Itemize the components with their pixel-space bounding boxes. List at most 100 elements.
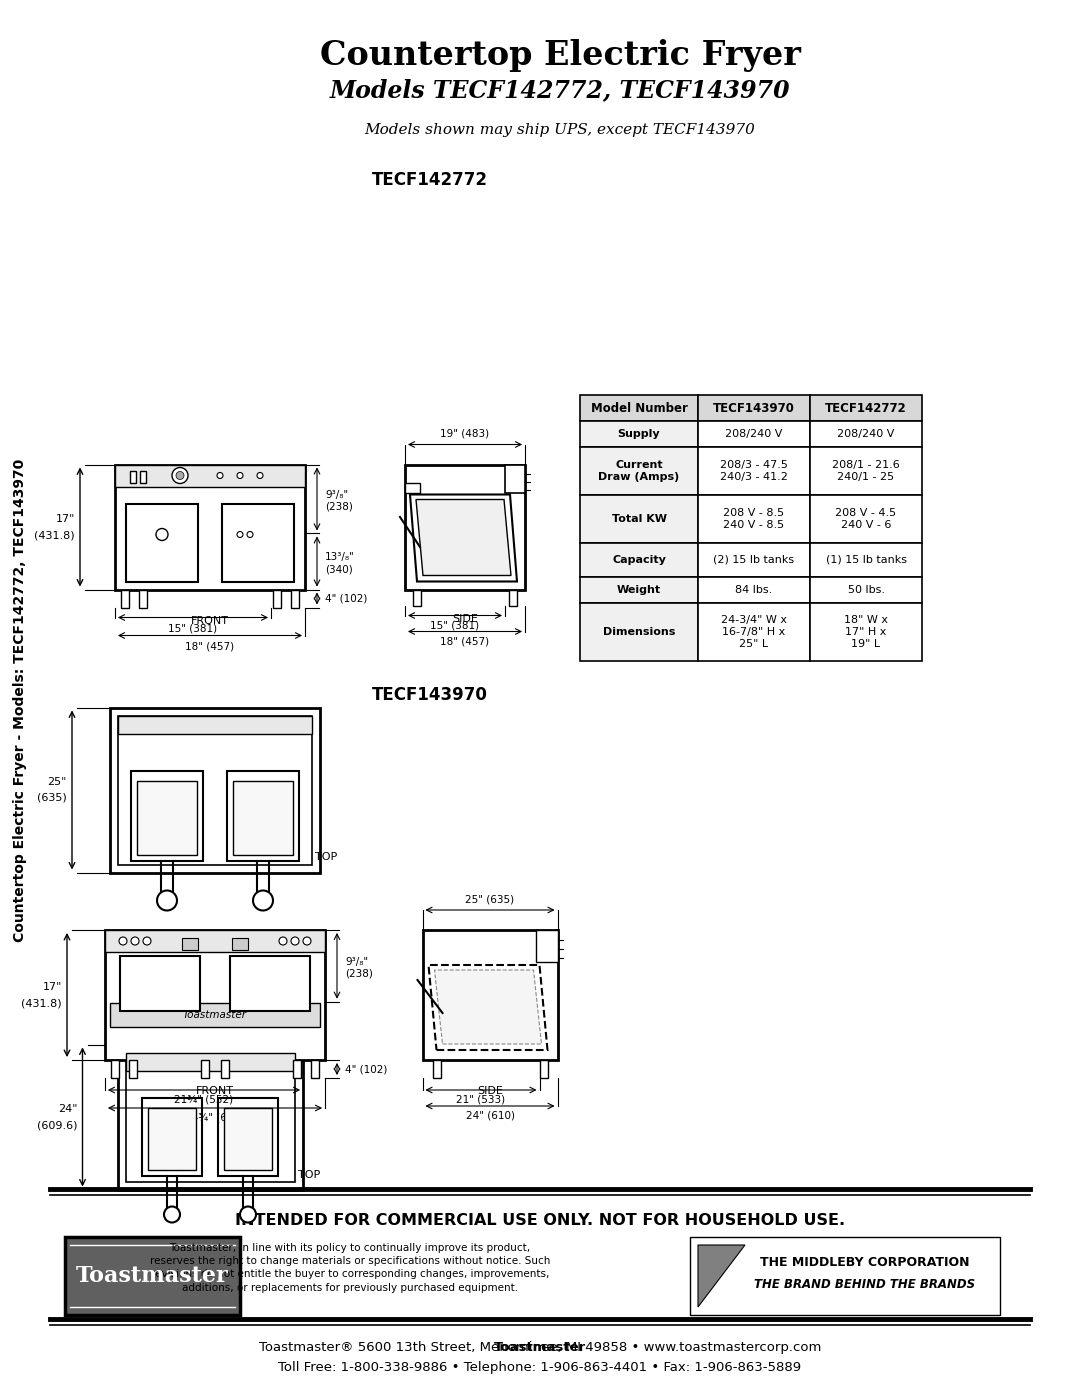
Bar [230, 956, 310, 1011]
Text: 19" (483): 19" (483) [441, 429, 489, 439]
Bar [114, 464, 305, 486]
Bar [810, 577, 922, 604]
Text: TOP: TOP [297, 1169, 320, 1179]
Text: THE MIDDLEBY CORPORATION: THE MIDDLEBY CORPORATION [760, 1256, 970, 1268]
Text: SIDE: SIDE [453, 613, 478, 623]
Text: 25" (635): 25" (635) [465, 894, 514, 904]
Text: Supply: Supply [618, 429, 660, 439]
Bar [110, 1003, 320, 1027]
Text: (238): (238) [325, 502, 353, 511]
Bar [413, 590, 421, 605]
Bar [432, 1060, 441, 1078]
Polygon shape [410, 495, 517, 581]
Bar [125, 1052, 295, 1070]
Text: 50 lbs.: 50 lbs. [848, 585, 885, 595]
Text: 208/240 V: 208/240 V [726, 429, 783, 439]
Text: 208/3 - 47.5
240/3 - 41.2: 208/3 - 47.5 240/3 - 41.2 [720, 460, 788, 482]
Bar [698, 543, 810, 577]
Circle shape [237, 472, 243, 479]
Bar [580, 495, 698, 543]
Text: (431.8): (431.8) [35, 529, 75, 541]
Text: Toastmaster, in line with its policy to continually improve its product,
reserve: Toastmaster, in line with its policy to … [150, 1243, 550, 1292]
Bar [224, 1108, 272, 1169]
Text: (2) 15 lb tanks: (2) 15 lb tanks [714, 555, 795, 564]
Bar [141, 1098, 202, 1175]
Text: Weight: Weight [617, 585, 661, 595]
Bar [405, 464, 525, 590]
Text: 9³/₈": 9³/₈" [345, 957, 368, 967]
Circle shape [156, 528, 168, 541]
Text: Toastmaster: Toastmaster [77, 1266, 229, 1287]
Text: Countertop Electric Fryer - Models: TECF142772, TECF143970: Countertop Electric Fryer - Models: TECF… [13, 458, 27, 942]
Text: 208/1 - 21.6
240/1 - 25: 208/1 - 21.6 240/1 - 25 [832, 460, 900, 482]
Circle shape [143, 937, 151, 944]
Text: 13³/₈": 13³/₈" [325, 552, 354, 563]
Text: 24-3/4" W x
16-7/8" H x
25" L: 24-3/4" W x 16-7/8" H x 25" L [721, 616, 787, 648]
Bar [110, 707, 320, 873]
Bar [129, 1060, 137, 1078]
Polygon shape [434, 970, 541, 1044]
Circle shape [157, 890, 177, 911]
Text: Dimensions: Dimensions [603, 627, 675, 637]
Bar [810, 395, 922, 420]
Bar [120, 956, 200, 1011]
Bar [698, 604, 810, 661]
Circle shape [279, 937, 287, 944]
Text: Toastmaster: Toastmaster [183, 1010, 247, 1020]
Circle shape [240, 1207, 256, 1222]
Bar [218, 1098, 278, 1175]
Text: 208/240 V: 208/240 V [837, 429, 894, 439]
Text: Toastmaster® 5600 13th Street, Menominee, MI 49858 • www.toastmastercorp.com: Toastmaster® 5600 13th Street, Menominee… [259, 1341, 821, 1354]
Circle shape [119, 937, 127, 944]
Text: 208 V - 4.5
240 V - 6: 208 V - 4.5 240 V - 6 [836, 509, 896, 529]
Circle shape [217, 472, 222, 479]
Bar [233, 781, 293, 855]
Bar [698, 495, 810, 543]
Circle shape [131, 937, 139, 944]
Text: 208 V - 8.5
240 V - 8.5: 208 V - 8.5 240 V - 8.5 [724, 509, 784, 529]
Bar [183, 937, 198, 950]
Text: TECF143970: TECF143970 [713, 401, 795, 415]
Bar [130, 471, 136, 482]
Circle shape [247, 531, 253, 538]
Text: Model Number: Model Number [591, 401, 688, 415]
Text: TECF142772: TECF142772 [372, 170, 488, 189]
Polygon shape [429, 965, 548, 1051]
Bar [232, 937, 248, 950]
Bar [690, 1236, 1000, 1315]
Text: (1) 15 lb tanks: (1) 15 lb tanks [825, 555, 906, 564]
Text: SIDE: SIDE [477, 1085, 503, 1097]
Text: (340): (340) [325, 564, 353, 574]
Text: 17": 17" [42, 982, 62, 992]
Bar [505, 464, 525, 493]
Bar [580, 420, 698, 447]
Bar [227, 771, 299, 861]
Bar [105, 930, 325, 1060]
Polygon shape [698, 1245, 745, 1308]
Bar [201, 1060, 210, 1078]
Text: 24¾" (629): 24¾" (629) [186, 1113, 244, 1123]
Bar [118, 715, 312, 865]
Text: TOP: TOP [315, 852, 337, 862]
Text: FRONT: FRONT [191, 616, 229, 626]
Text: 18" W x
17" H x
19" L: 18" W x 17" H x 19" L [843, 616, 888, 648]
Circle shape [253, 890, 273, 911]
Bar [580, 604, 698, 661]
Bar [111, 1060, 119, 1078]
Bar [118, 715, 312, 733]
Bar [140, 471, 146, 482]
Bar [580, 395, 698, 420]
Text: 21" (533): 21" (533) [457, 1095, 505, 1105]
Polygon shape [416, 500, 511, 576]
Text: 25": 25" [48, 777, 67, 787]
Text: THE BRAND BEHIND THE BRANDS: THE BRAND BEHIND THE BRANDS [755, 1277, 975, 1291]
Text: INTENDED FOR COMMERCIAL USE ONLY. NOT FOR HOUSEHOLD USE.: INTENDED FOR COMMERCIAL USE ONLY. NOT FO… [235, 1213, 845, 1228]
Bar [131, 771, 203, 861]
Bar [698, 577, 810, 604]
Text: 21¾" (552): 21¾" (552) [175, 1095, 233, 1105]
Bar [139, 590, 147, 608]
Bar [698, 395, 810, 420]
Bar [810, 495, 922, 543]
Text: TECF142772: TECF142772 [825, 401, 907, 415]
Bar [121, 590, 129, 608]
